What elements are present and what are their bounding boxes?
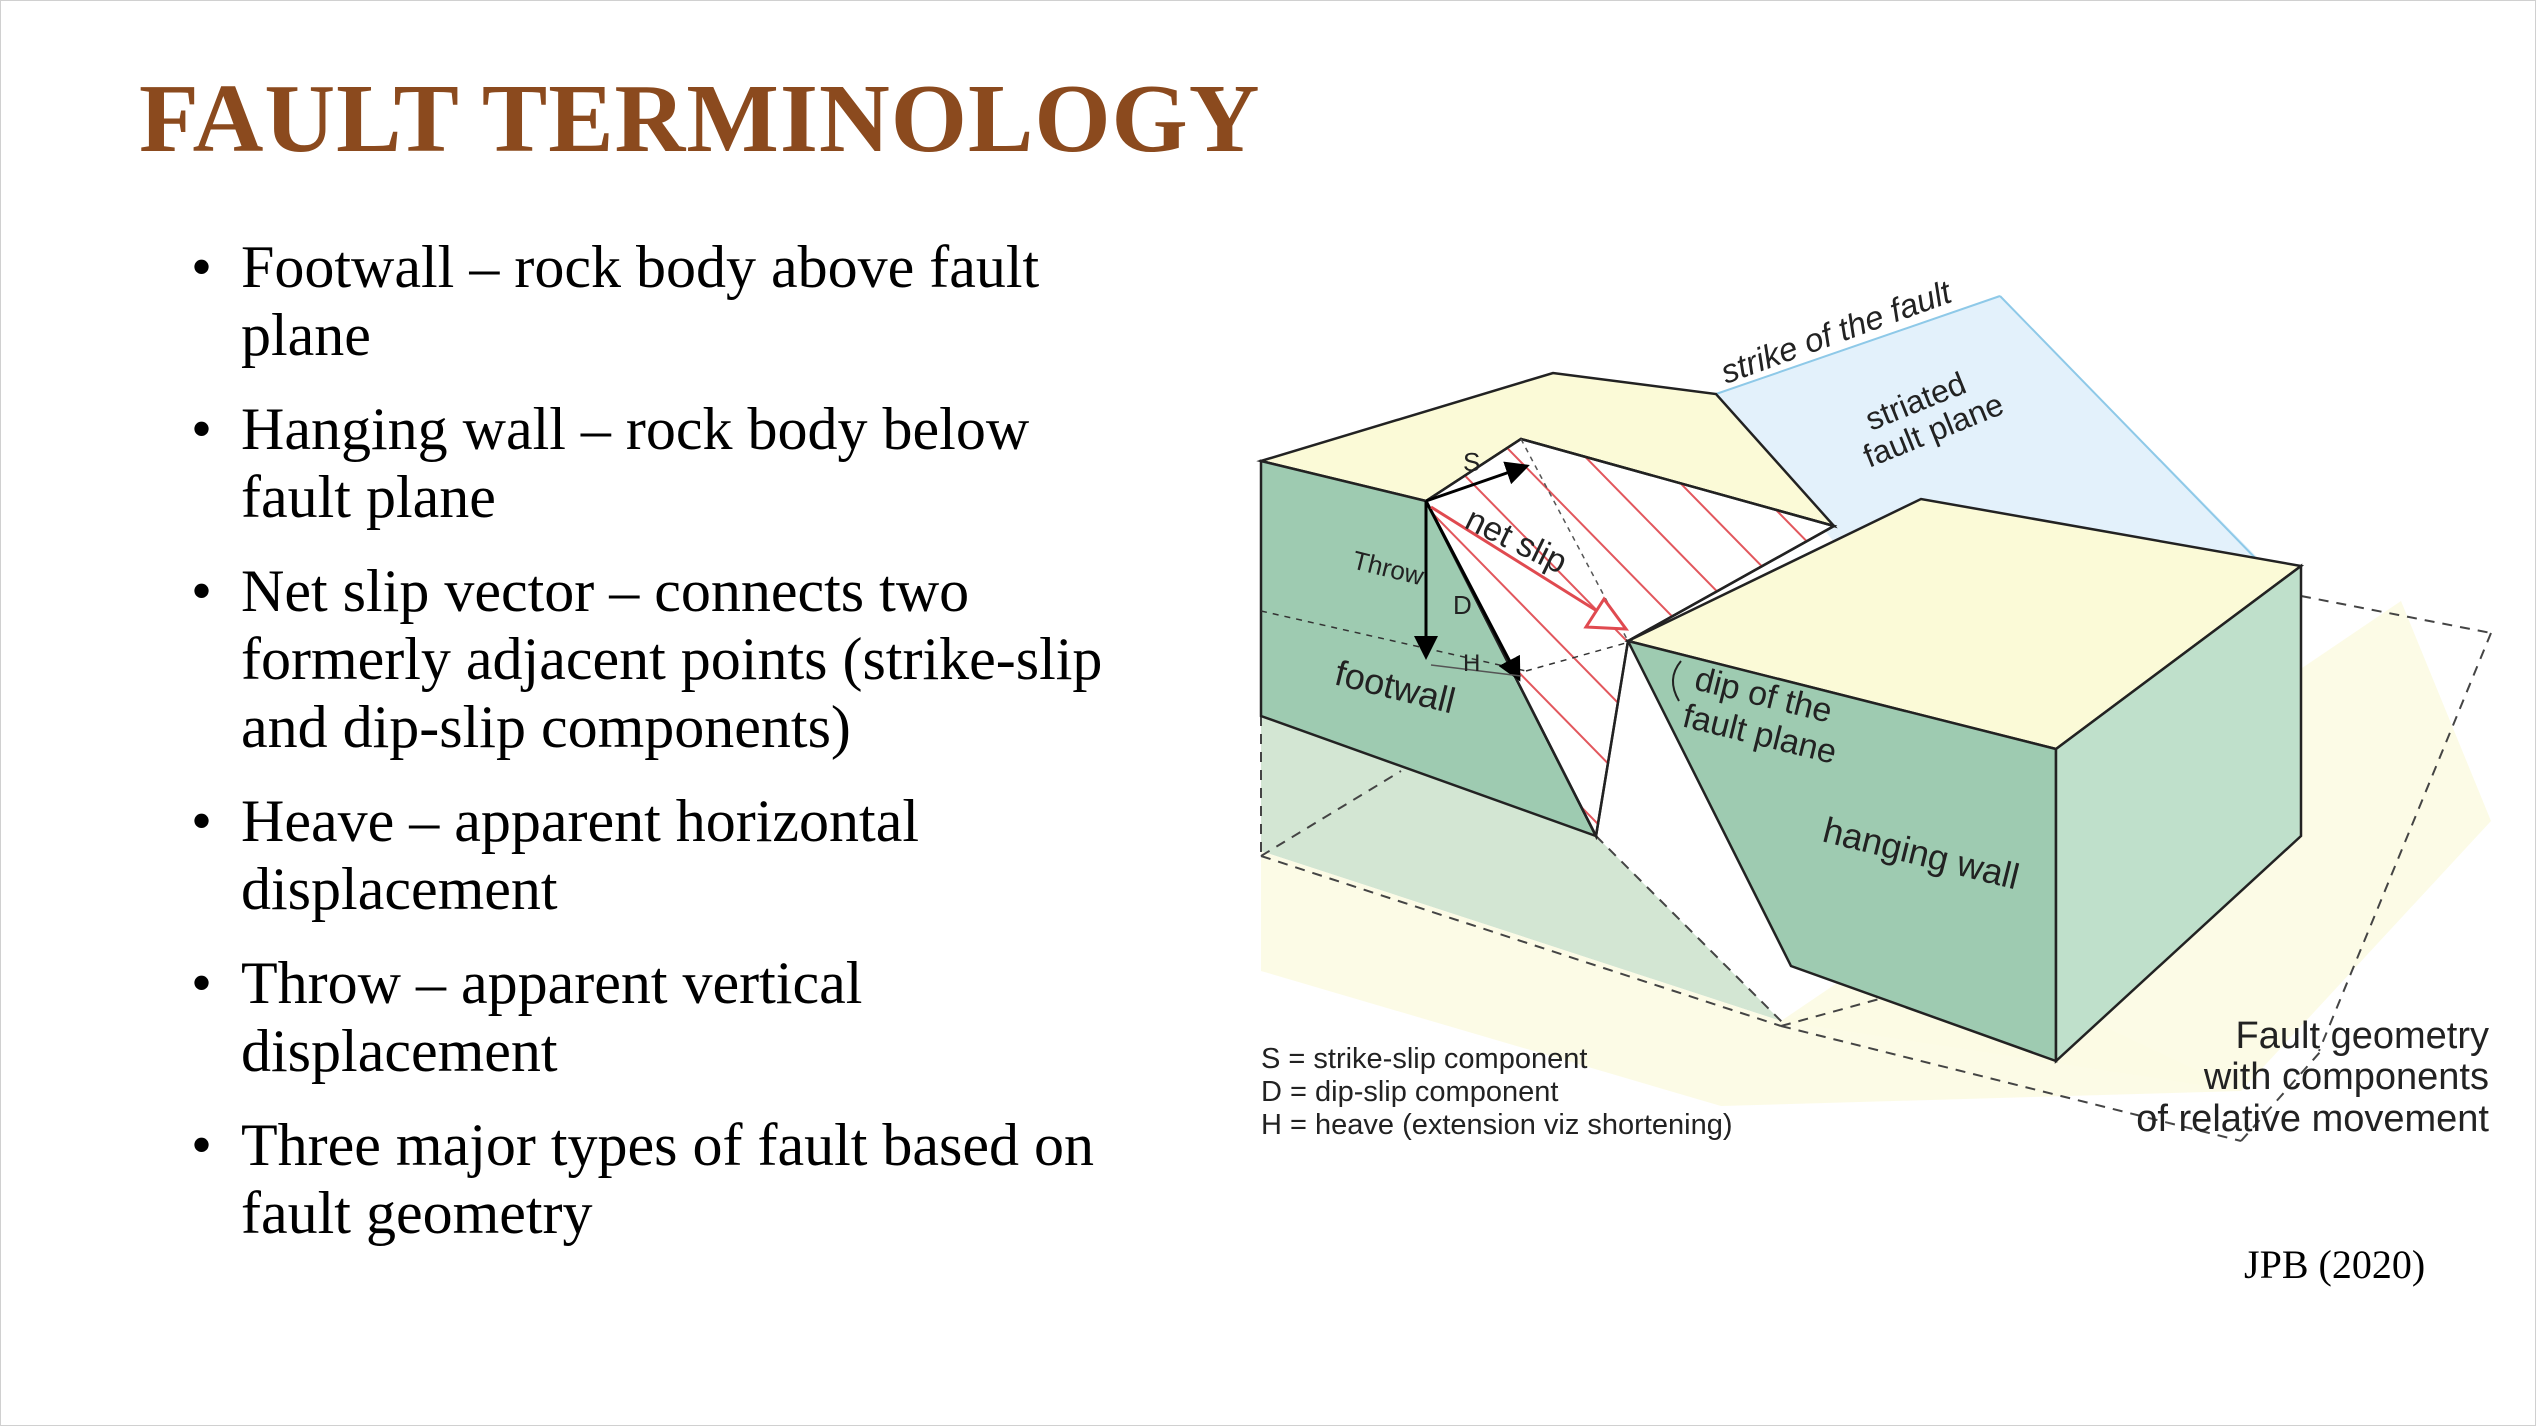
bullet-glyph: • [191, 1112, 213, 1178]
caption-line: with components [2203, 1056, 2489, 1098]
s-label: S [1463, 447, 1480, 477]
bullet-line: fault plane [241, 464, 496, 530]
bullet-line: displacement [241, 1018, 558, 1084]
construction-line [1260, 610, 1527, 672]
h-label: H [1463, 650, 1480, 677]
dashed-edge [1780, 1025, 2242, 1142]
bullet-item: • Net slip vector – connects two formerl… [191, 557, 1191, 761]
bullet-line: Three major types of fault based on [241, 1112, 1095, 1178]
bullet-glyph: • [191, 950, 213, 1016]
legend-line: S = strike-slip component [1261, 1043, 1587, 1075]
bullet-line: fault geometry [241, 1180, 593, 1246]
bullet-line: Throw – apparent vertical [241, 950, 863, 1016]
net-slip-arrow [1430, 505, 1614, 623]
dip-arc [1672, 660, 1682, 702]
caption-line: of relative movement [2136, 1098, 2489, 1140]
bullet-item: • Three major types of fault based on fa… [191, 1111, 1191, 1247]
bullet-glyph: • [191, 788, 213, 854]
bullet-item: • Heave – apparent horizontal displaceme… [191, 787, 1191, 923]
strike-slip-arrow [1425, 461, 1530, 503]
credit: JPB (2020) [2244, 1242, 2426, 1287]
bullet-line: and dip-slip components) [241, 694, 851, 760]
bullet-line: displacement [241, 856, 558, 922]
slide-title: FAULT TERMINOLOGY [139, 65, 1261, 173]
bullet-glyph: • [191, 234, 213, 300]
bullet-line: Hanging wall – rock body below [241, 396, 1030, 462]
bullet-item: • Throw – apparent vertical displacement [191, 949, 1191, 1085]
strike-line [1715, 295, 2001, 395]
ghost-volume-side [1261, 716, 1781, 1021]
d-label: D [1453, 590, 1472, 620]
striated-fault-plane [1716, 296, 2261, 601]
bullet-list: • Footwall – rock body above fault plane… [191, 233, 1191, 1273]
fault-diagram: strike of the fault striated fault plane… [1256, 272, 2492, 1142]
bullet-item: • Footwall – rock body above fault plane [191, 233, 1191, 369]
dip-slip-line [1424, 500, 1521, 682]
dashed-edge [2300, 595, 2492, 634]
dashed-edge [2318, 632, 2492, 1052]
dashed-edge [2240, 1050, 2322, 1142]
fault-plane-edge [1999, 295, 2264, 567]
hanging-wall-side [2054, 563, 2303, 1064]
legend-line: H = heave (extension viz shortening) [1261, 1109, 1733, 1141]
dashed-edge [1260, 855, 1782, 1027]
bullet-glyph: • [191, 558, 213, 624]
bullet-line: plane [241, 302, 371, 368]
dashed-edge [1595, 835, 1787, 1027]
bullet-line: Heave – apparent horizontal [241, 788, 920, 854]
bullet-item: • Hanging wall – rock body below fault p… [191, 395, 1191, 531]
heave-line [1430, 664, 1522, 677]
bullet-line: Net slip vector – connects two [241, 558, 970, 624]
dashed-edge [1260, 770, 1402, 857]
net-slip-arrowhead [1583, 596, 1630, 631]
bullet-line: formerly adjacent points (strike-slip [241, 626, 1103, 692]
bullet-line: Footwall – rock body above fault [241, 234, 1040, 300]
caption-line: Fault geometry [2236, 1015, 2489, 1057]
bullet-glyph: • [191, 396, 213, 462]
legend-line: D = dip-slip component [1261, 1076, 1558, 1108]
